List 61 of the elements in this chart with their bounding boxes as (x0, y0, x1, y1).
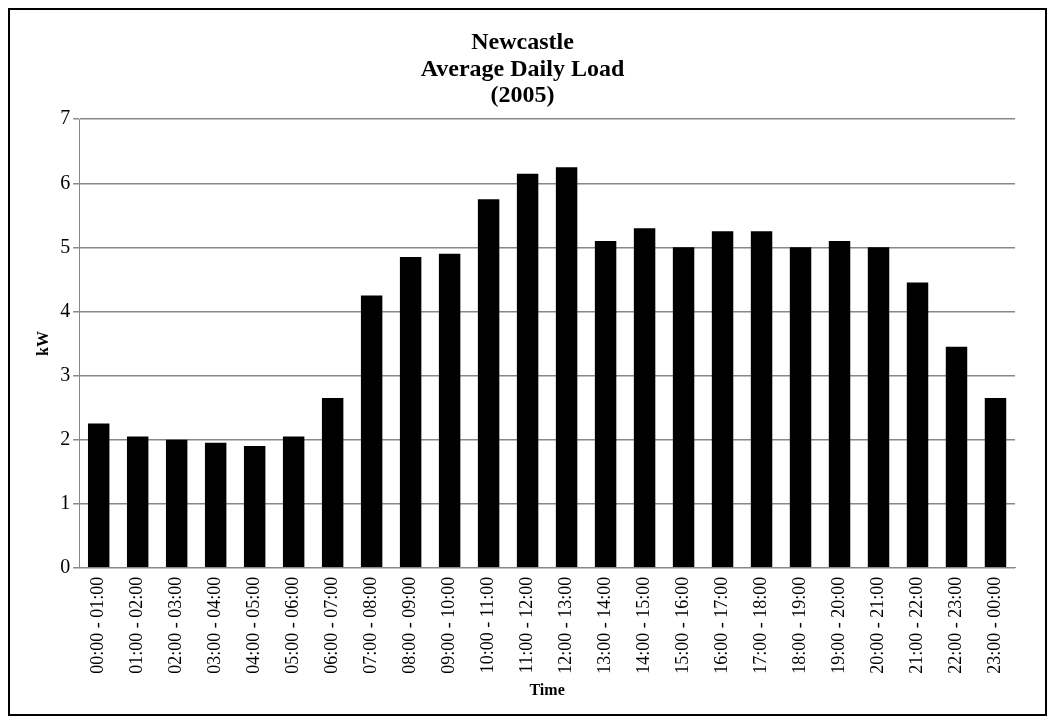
bar (867, 247, 890, 568)
x-tick-label: 22:00 - 23:00 (945, 576, 966, 674)
x-axis-title: Time (529, 680, 565, 698)
y-tick-label: 3 (60, 362, 71, 385)
bar (126, 436, 149, 568)
y-tick-label: 4 (60, 298, 71, 321)
text: (2005) (490, 81, 555, 108)
y-tick-label: 0 (60, 555, 71, 578)
bar (477, 199, 500, 568)
x-tick-label: 18:00 - 19:00 (789, 576, 810, 674)
text: Average Daily Load (420, 54, 625, 81)
y-tick-label: 1 (60, 490, 71, 513)
x-tick-label: 03:00 - 04:00 (204, 576, 225, 674)
x-tick-label: 02:00 - 03:00 (165, 576, 186, 674)
bar (204, 442, 227, 568)
bar (906, 282, 929, 568)
bar (594, 240, 617, 568)
bar (984, 397, 1007, 568)
text: Newcastle (471, 28, 574, 55)
y-axis-title: kW (33, 331, 51, 356)
x-tick-label: 09:00 - 10:00 (438, 576, 459, 674)
x-tick-label: 11:00 - 12:00 (516, 576, 537, 674)
x-tick-label: 17:00 - 18:00 (750, 576, 771, 674)
bar (87, 423, 110, 568)
x-tick-label: 08:00 - 09:00 (399, 576, 420, 674)
x-tick-label: 20:00 - 21:00 (867, 576, 888, 674)
bar (945, 346, 968, 568)
bar (321, 397, 344, 568)
x-tick-label: 14:00 - 15:00 (633, 576, 654, 674)
bar (243, 446, 266, 568)
x-tick-label: 13:00 - 14:00 (594, 576, 615, 674)
x-tick-label: 23:00 - 00:00 (984, 576, 1005, 674)
bar (360, 295, 383, 568)
x-tick-label: 06:00 - 07:00 (321, 576, 342, 674)
x-tick-label: 04:00 - 05:00 (243, 576, 264, 674)
bar (789, 247, 812, 568)
bar (711, 231, 734, 568)
bar (282, 436, 305, 568)
x-tick-label: 21:00 - 22:00 (906, 576, 927, 674)
bar (165, 439, 188, 568)
y-tick-label: 6 (60, 170, 71, 193)
x-tick-label: 19:00 - 20:00 (828, 576, 849, 674)
x-tick-label: 15:00 - 16:00 (672, 576, 693, 674)
bar (438, 253, 461, 568)
bar (399, 256, 422, 568)
bar (828, 240, 851, 568)
x-tick-label: 10:00 - 11:00 (477, 576, 498, 674)
x-tick-label: 01:00 - 02:00 (126, 576, 147, 674)
y-tick-label: 7 (60, 106, 71, 129)
x-tick-label: 00:00 - 01:00 (87, 576, 108, 674)
y-tick-label: 2 (60, 426, 71, 449)
x-tick-label: 12:00 - 13:00 (555, 576, 576, 674)
x-tick-label: 05:00 - 06:00 (282, 576, 303, 674)
bar (750, 231, 773, 568)
bar (672, 247, 695, 568)
x-tick-label: 07:00 - 08:00 (360, 576, 381, 674)
bar (633, 228, 656, 568)
bar (516, 173, 539, 568)
y-tick-label: 5 (60, 234, 71, 257)
x-tick-label: 16:00 - 17:00 (711, 576, 732, 674)
bar (555, 167, 578, 568)
